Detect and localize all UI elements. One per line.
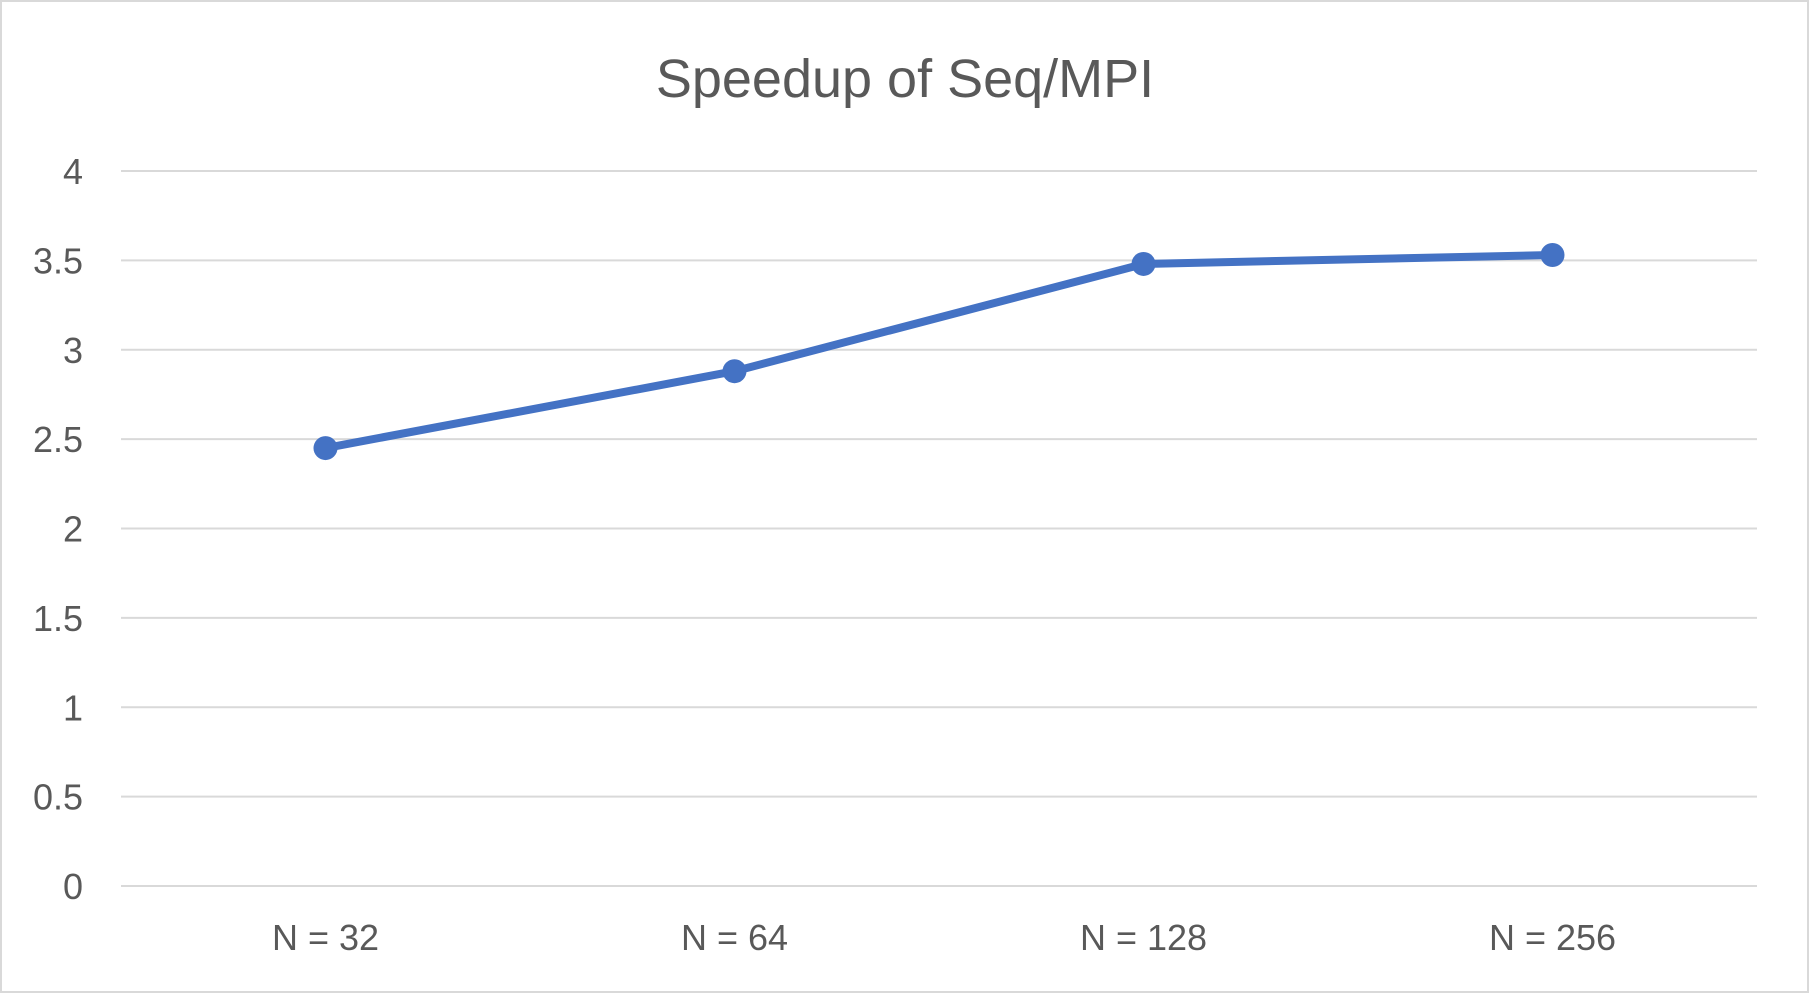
x-tick-label: N = 256 <box>1489 917 1616 958</box>
y-axis-tick-labels: 0 0.5 1 1.5 2 2.5 3 3.5 4 <box>33 151 83 907</box>
y-tick-label: 1 <box>63 687 83 728</box>
gridlines <box>121 170 1757 887</box>
y-tick-label: 2.5 <box>33 419 83 460</box>
x-tick-label: N = 128 <box>1080 917 1207 958</box>
x-axis-tick-labels: N = 32 N = 64 N = 128 N = 256 <box>272 917 1616 958</box>
y-tick-label: 4 <box>63 151 83 192</box>
data-point <box>1131 251 1156 276</box>
chart-title: Speedup of Seq/MPI <box>656 49 1154 109</box>
y-tick-label: 1.5 <box>33 598 83 639</box>
data-point <box>722 359 747 384</box>
y-tick-label: 3 <box>63 330 83 371</box>
series-layer <box>313 243 1565 461</box>
series-line <box>321 251 1557 453</box>
y-tick-label: 0.5 <box>33 777 83 818</box>
y-tick-label: 3.5 <box>33 240 83 281</box>
y-tick-label: 2 <box>63 509 83 550</box>
data-point <box>313 436 338 461</box>
x-tick-label: N = 32 <box>272 917 379 958</box>
x-tick-label: N = 64 <box>681 917 788 958</box>
data-point <box>1540 243 1565 268</box>
y-tick-label: 0 <box>63 866 83 907</box>
